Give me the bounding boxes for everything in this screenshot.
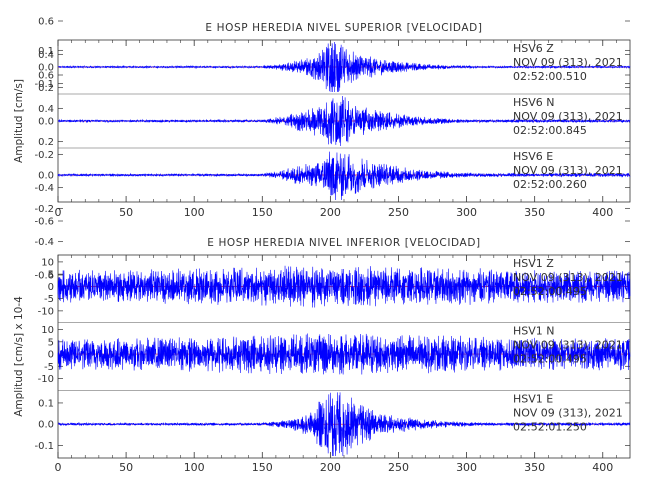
y-tick-label: 5 (48, 337, 54, 348)
y-tick-label: -10 (38, 374, 54, 385)
x-tick-label: 150 (252, 461, 273, 474)
y-tick-label: -0.2 (34, 204, 54, 215)
y-tick-label: 0 (48, 282, 54, 293)
y-tick-label: 0.0 (38, 420, 54, 431)
x-tick-label: 350 (524, 206, 545, 219)
trace-time-label: 02:52:00.845 (513, 124, 587, 137)
trace-station-label: HSV1 N (513, 325, 555, 338)
x-tick-label: 0 (55, 206, 62, 219)
x-tick-label: 350 (524, 461, 545, 474)
trace-time-label: 02:52:00.495 (513, 285, 587, 298)
y-tick-label: 0.2 (38, 137, 54, 148)
waveform-line (57, 41, 631, 93)
panel-inferior: E HOSP HEREDIA NIVEL INFERIOR [VELOCIDAD… (13, 237, 631, 474)
y-tick-label: -0.4 (34, 183, 54, 194)
waveform-line (57, 265, 631, 308)
x-tick-label: 400 (592, 206, 613, 219)
y-tick-label: 0.1 (38, 398, 54, 409)
x-tick-label: 300 (456, 461, 477, 474)
y-axis-label: Amplitud [cm/s] (13, 79, 25, 163)
y-tick-label: 0.6 (38, 71, 54, 82)
trace-date-label: NOV 09 (313), 2021 (513, 164, 623, 177)
x-tick-label: 250 (388, 461, 409, 474)
y-tick-label: 10 (41, 257, 54, 268)
y-tick-label: 0.0 (38, 117, 54, 128)
waveform-line (57, 333, 631, 375)
x-tick-label: 50 (119, 461, 133, 474)
waveform-line (57, 95, 631, 147)
y-tick-label: 0.0 (38, 63, 54, 74)
trace-station-label: HSV6 N (513, 96, 555, 109)
y-tick-label: -5 (44, 294, 54, 305)
x-tick-label: 0 (55, 461, 62, 474)
y-tick-label: -5 (44, 362, 54, 373)
panel-superior: E HOSP HEREDIA NIVEL SUPERIOR [VELOCIDAD… (13, 17, 631, 282)
trace-date-label: NOV 09 (313), 2021 (513, 271, 623, 284)
trace-date-label: NOV 09 (313), 2021 (513, 406, 623, 419)
y-tick-label: 0.6 (38, 17, 54, 28)
y-tick-label: -0.1 (34, 79, 54, 90)
y-tick-label: -0.4 (34, 237, 54, 248)
x-tick-label: 50 (119, 206, 133, 219)
trace-date-label: NOV 09 (313), 2021 (513, 339, 623, 352)
y-tick-label: -0.6 (34, 271, 54, 282)
y-tick-label: 0.4 (38, 50, 54, 61)
y-tick-label: -0.1 (34, 441, 54, 452)
x-tick-label: 200 (320, 206, 341, 219)
y-tick-label: -0.6 (34, 217, 54, 228)
waveform-line (57, 151, 631, 201)
x-tick-label: 300 (456, 206, 477, 219)
y-tick-label: 0.0 (38, 171, 54, 182)
trace-station-label: HSV1 Z (513, 257, 554, 270)
trace-time-label: 02:52:01.250 (513, 420, 587, 433)
y-tick-label: 10 (41, 325, 54, 336)
trace-station-label: HSV1 E (513, 392, 553, 405)
y-tick-label: 0.4 (38, 104, 54, 115)
panel-title: E HOSP HEREDIA NIVEL SUPERIOR [VELOCIDAD… (205, 22, 482, 34)
x-tick-label: 400 (592, 461, 613, 474)
x-tick-label: 200 (320, 461, 341, 474)
x-tick-label: 100 (184, 206, 205, 219)
panel-title: E HOSP HEREDIA NIVEL INFERIOR [VELOCIDAD… (207, 237, 480, 249)
y-tick-label: 0.1 (38, 46, 54, 57)
x-tick-label: 250 (388, 206, 409, 219)
y-axis-label: Amplitud [cm/s] x 10-4 (13, 296, 25, 417)
trace-time-label: 02:52:00.495 (513, 353, 587, 366)
x-tick-label: 150 (252, 206, 273, 219)
trace-date-label: NOV 09 (313), 2021 (513, 56, 623, 69)
y-tick-label: -10 (38, 306, 54, 317)
trace-station-label: HSV6 Z (513, 42, 554, 55)
trace-time-label: 02:52:00.510 (513, 70, 587, 83)
y-tick-label: 5 (48, 270, 54, 281)
trace-station-label: HSV6 E (513, 150, 553, 163)
x-tick-label: 100 (184, 461, 205, 474)
trace-time-label: 02:52:00.260 (513, 178, 587, 191)
y-tick-label: 0 (48, 350, 54, 361)
trace-date-label: NOV 09 (313), 2021 (513, 110, 623, 123)
y-tick-label: -0.2 (34, 150, 54, 161)
y-tick-label: 0.2 (38, 83, 54, 94)
waveform-line (57, 392, 631, 457)
